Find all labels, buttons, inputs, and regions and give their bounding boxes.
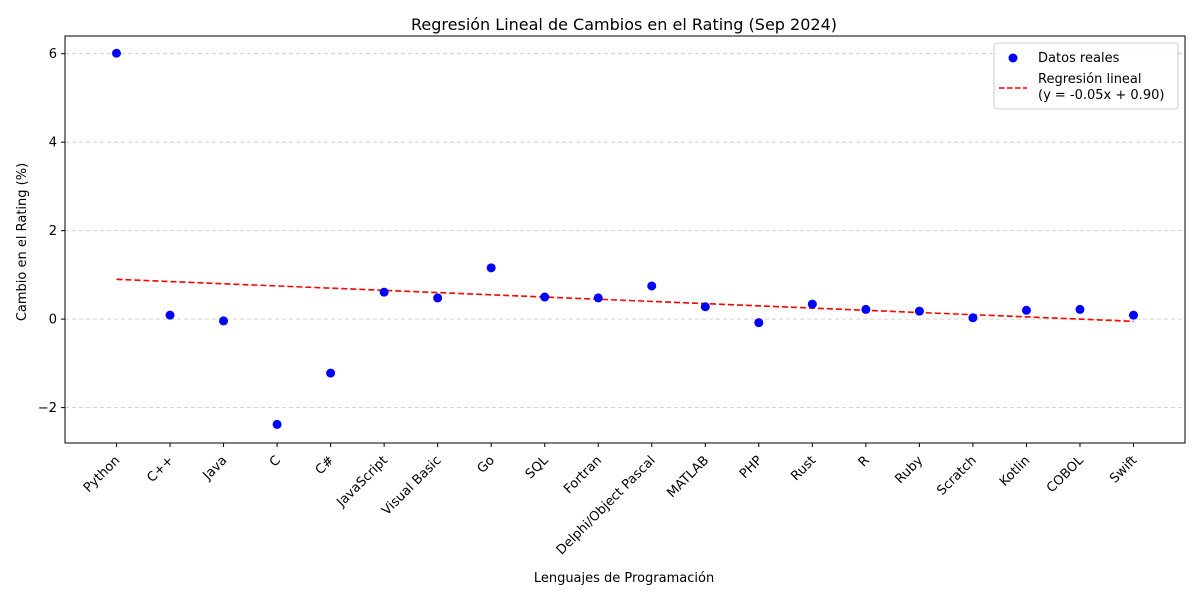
data-point xyxy=(914,306,924,316)
x-tick-label: Kotlin xyxy=(997,453,1033,489)
data-points xyxy=(112,48,1138,429)
y-tick-label: 4 xyxy=(49,136,57,151)
y-tick-label: −2 xyxy=(38,401,57,416)
data-point xyxy=(968,313,978,323)
data-point xyxy=(486,263,496,273)
x-tick-label: COBOL xyxy=(1044,453,1087,496)
data-point xyxy=(593,293,603,303)
data-point xyxy=(540,292,550,302)
x-tick-label: Delphi/Object Pascal xyxy=(554,453,659,558)
legend-label-line: Regresión lineal (y = -0.05x + 0.90) xyxy=(1038,72,1164,103)
data-point xyxy=(433,293,443,303)
x-tick-label: Python xyxy=(81,453,123,495)
y-tick-label: 0 xyxy=(49,313,57,328)
x-tick-label: C# xyxy=(313,453,338,478)
data-point xyxy=(861,304,871,314)
y-tick-label: 6 xyxy=(49,47,57,62)
regression-line xyxy=(116,278,1134,323)
x-tick-label: Scratch xyxy=(934,453,979,498)
legend-marker-scatter xyxy=(1008,53,1018,63)
x-axis-label: Lenguajes de Programación xyxy=(534,571,714,586)
x-tick-label: MATLAB xyxy=(664,453,712,501)
data-point xyxy=(1129,310,1138,320)
x-tick-label: Fortran xyxy=(561,453,605,497)
x-tick-label: PHP xyxy=(737,453,766,482)
plot-area-frame xyxy=(64,35,1186,444)
legend: Datos reales Regresión lineal (y = -0.05… xyxy=(993,42,1179,110)
data-point xyxy=(1075,304,1085,314)
regression-line-layer xyxy=(116,278,1134,323)
data-point xyxy=(112,48,121,58)
data-point xyxy=(754,318,764,328)
x-tick-label: Rust xyxy=(788,453,819,484)
data-point xyxy=(379,287,389,297)
data-point xyxy=(272,419,282,429)
data-point xyxy=(807,299,817,309)
data-point xyxy=(326,368,336,378)
y-tick-label: 2 xyxy=(49,224,57,239)
data-point xyxy=(700,302,710,312)
y-axis-label: Cambio en el Rating (%) xyxy=(15,163,30,321)
data-point xyxy=(1021,305,1031,315)
legend-label-scatter: Datos reales xyxy=(1038,51,1120,66)
x-tick-label: R xyxy=(856,453,873,470)
chart-title: Regresión Lineal de Cambios en el Rating… xyxy=(411,15,837,34)
x-tick-label: C xyxy=(267,453,284,470)
x-tick-label: Swift xyxy=(1107,453,1140,486)
data-point xyxy=(165,310,175,320)
legend-box xyxy=(993,42,1179,110)
x-tick-label: Java xyxy=(200,453,231,484)
x-tick-label: SQL xyxy=(523,453,552,482)
x-tick-label: Go xyxy=(475,453,498,476)
x-tick-label: JavaScript xyxy=(334,453,391,510)
x-tick-label: C++ xyxy=(144,453,176,485)
x-tick-label: Ruby xyxy=(893,453,927,487)
data-point xyxy=(219,316,229,326)
y-axis-ticks: −2 0 2 4 6 xyxy=(38,47,65,416)
data-point xyxy=(647,281,657,291)
